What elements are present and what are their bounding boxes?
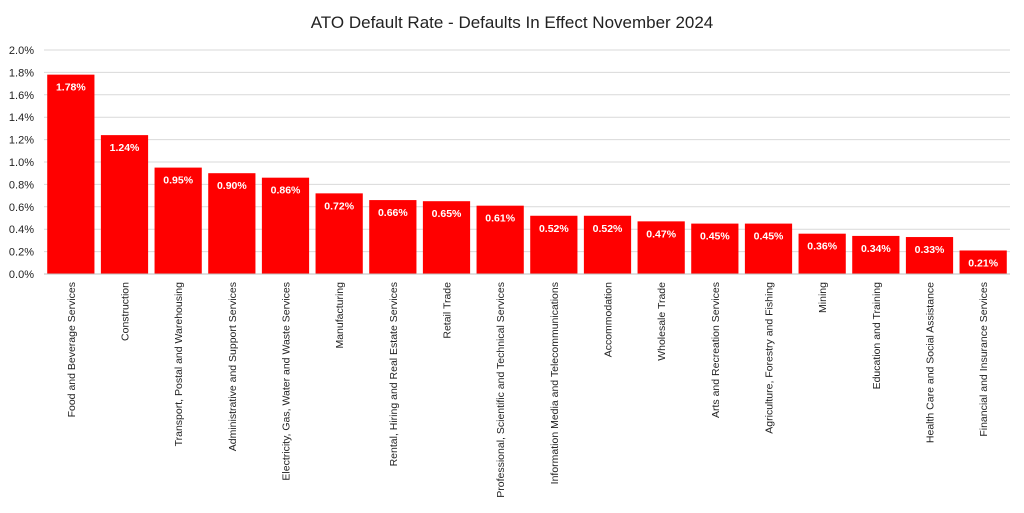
y-tick-label: 0.6% bbox=[9, 202, 34, 214]
data-label: 0.21% bbox=[968, 257, 998, 269]
x-tick-label: Food and Beverage Services bbox=[66, 282, 78, 417]
x-tick-label: Professional, Scientific and Technical S… bbox=[495, 282, 507, 498]
bar bbox=[208, 173, 256, 274]
data-label: 0.61% bbox=[485, 213, 515, 225]
y-tick-label: 0.8% bbox=[9, 179, 34, 191]
x-tick-label: Transport, Postal and Warehousing bbox=[173, 282, 185, 447]
y-tick-label: 1.6% bbox=[9, 90, 34, 102]
x-tick-label: Health Care and Social Assistance bbox=[925, 282, 937, 443]
bar bbox=[959, 250, 1007, 274]
data-label: 0.52% bbox=[593, 223, 623, 235]
bar bbox=[798, 233, 846, 274]
bars bbox=[47, 74, 1007, 274]
data-label: 0.66% bbox=[378, 207, 408, 219]
y-tick-label: 0.2% bbox=[9, 247, 34, 259]
bar bbox=[47, 74, 95, 274]
x-tick-label: Construction bbox=[120, 282, 132, 341]
bar bbox=[637, 221, 685, 274]
y-tick-label: 1.8% bbox=[9, 67, 34, 79]
y-tick-label: 0.0% bbox=[9, 269, 34, 281]
bar bbox=[100, 135, 149, 274]
y-tick-label: 0.4% bbox=[9, 224, 34, 236]
data-label: 0.90% bbox=[217, 180, 247, 192]
bar bbox=[422, 201, 471, 274]
bar bbox=[154, 167, 202, 274]
x-tick-label: Education and Training bbox=[871, 282, 883, 390]
y-tick-label: 1.2% bbox=[9, 135, 34, 147]
data-label: 0.34% bbox=[861, 243, 891, 255]
x-tick-label: Retail Trade bbox=[442, 282, 454, 339]
x-tick-label: Arts and Recreation Services bbox=[710, 282, 722, 418]
x-tick-label: Accommodation bbox=[603, 282, 615, 357]
data-labels: 1.78% 1.24% 0.95% 0.90% 0.86% 0.72% 0.66% 0.65%… bbox=[56, 82, 999, 270]
x-tick-label: Agriculture, Forestry and Fishing bbox=[764, 282, 776, 434]
bar bbox=[744, 223, 793, 274]
x-axis-ticks: Food and Beverage Services Construction Tr… bbox=[66, 282, 990, 498]
bar bbox=[476, 205, 524, 274]
data-label: 0.36% bbox=[807, 241, 837, 253]
data-label: 1.24% bbox=[110, 142, 140, 154]
y-tick-label: 1.0% bbox=[9, 157, 34, 169]
x-tick-label: Electricity, Gas, Water and Waste Servic… bbox=[281, 282, 293, 481]
y-tick-label: 2.0% bbox=[9, 45, 34, 57]
data-label: 0.95% bbox=[163, 175, 193, 187]
data-label: 0.72% bbox=[324, 200, 354, 212]
data-label: 0.86% bbox=[271, 185, 301, 197]
bar bbox=[369, 200, 417, 274]
x-tick-label: Information Media and Telecommunications bbox=[549, 282, 561, 484]
x-tick-label: Financial and Insurance Services bbox=[978, 282, 990, 437]
chart-title: ATO Default Rate - Defaults In Effect No… bbox=[311, 13, 714, 32]
x-tick-label: Rental, Hiring and Real Estate Services bbox=[388, 282, 400, 466]
bar bbox=[691, 223, 739, 274]
data-label: 0.33% bbox=[915, 244, 945, 256]
bar bbox=[583, 215, 632, 274]
data-label: 0.52% bbox=[539, 223, 569, 235]
gridlines bbox=[44, 49, 1010, 253]
data-label: 0.47% bbox=[646, 228, 676, 240]
x-tick-label: Wholesale Trade bbox=[656, 282, 668, 361]
x-tick-label: Manufacturing bbox=[334, 282, 346, 349]
bar bbox=[852, 235, 900, 274]
data-label: 1.78% bbox=[56, 82, 86, 94]
x-tick-label: Mining bbox=[817, 282, 829, 313]
data-label: 0.45% bbox=[700, 231, 730, 243]
bar bbox=[315, 193, 363, 274]
y-tick-label: 1.4% bbox=[9, 112, 34, 124]
y-axis-ticks: 0.0% 0.2% 0.4% 0.6% 0.8% 1.0% 1.2% 1.4% 1.6% 1.8%… bbox=[9, 45, 34, 281]
bar bbox=[905, 237, 954, 274]
bar bbox=[261, 177, 310, 274]
data-label: 0.45% bbox=[754, 231, 784, 243]
x-tick-label: Administrative and Support Services bbox=[227, 282, 239, 451]
bar bbox=[530, 215, 578, 274]
data-label: 0.65% bbox=[432, 208, 462, 220]
